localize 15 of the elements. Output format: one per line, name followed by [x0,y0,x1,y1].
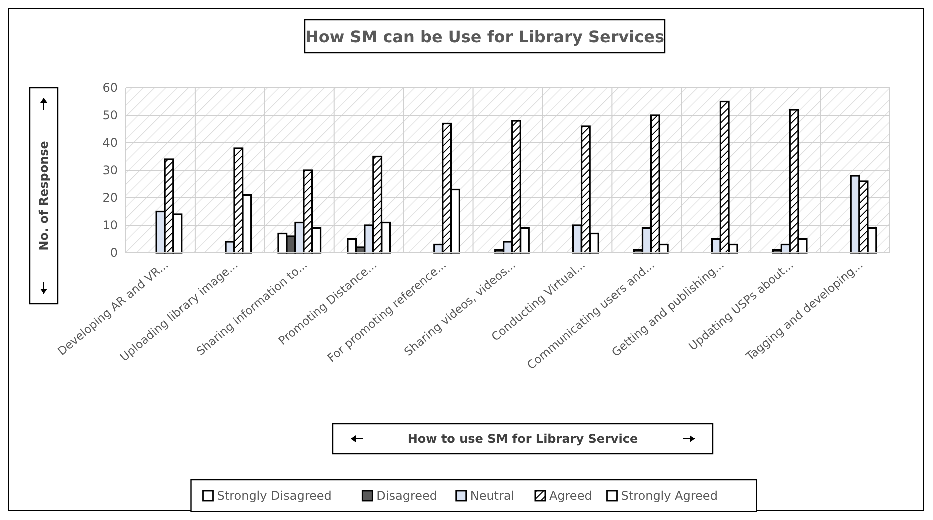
legend-label: Agreed [549,489,592,504]
y-tick-label: 10 [102,218,118,233]
legend-label: Strongly Disagreed [217,489,332,504]
y-tick-label: 60 [102,81,118,96]
x-axis-title: How to use SM for Library Service [408,432,638,446]
y-tick-label: 20 [102,191,118,206]
y-tick-label: 50 [102,108,118,123]
legend-label: Strongly Agreed [621,489,718,504]
legend-label: Disagreed [376,489,438,504]
y-tick-label: 40 [102,136,118,150]
legend-label: Neutral [470,489,515,504]
y-axis-title: No. of Response [37,141,52,251]
chart-title: How SM can be Use for Library Services [306,28,664,47]
y-tick-label: 0 [110,246,118,260]
y-tick-label: 30 [102,164,118,178]
